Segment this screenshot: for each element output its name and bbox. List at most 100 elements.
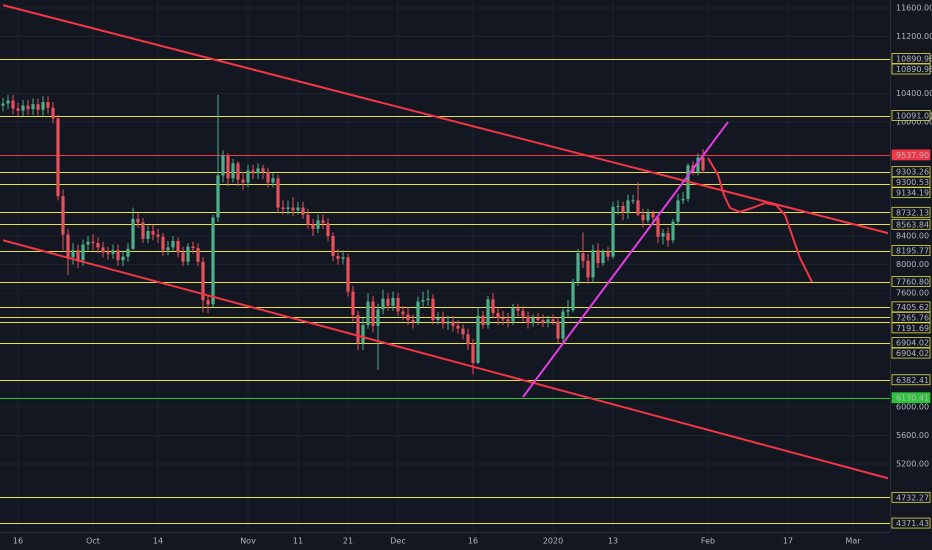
candle-body — [516, 307, 520, 311]
candle-body — [171, 240, 175, 248]
price-label-box — [891, 337, 931, 348]
trend-line — [2, 239, 889, 480]
candle-body — [101, 247, 105, 253]
trend-line — [2, 4, 889, 235]
candle-body — [591, 250, 595, 278]
y-tick-label: 7600.00 — [896, 289, 929, 298]
candle-body — [246, 170, 250, 183]
candle-body — [131, 218, 135, 249]
candle-body — [216, 175, 220, 218]
candle-body — [196, 248, 200, 262]
price-label: 4732.27 — [896, 493, 929, 502]
candle-body — [636, 200, 640, 215]
candle-body — [361, 325, 365, 343]
price-label-box — [891, 301, 931, 313]
candle-body — [616, 206, 620, 208]
price-label-box — [891, 491, 931, 503]
candle-body — [551, 319, 555, 322]
candle-body — [336, 255, 340, 259]
candle-body — [561, 311, 565, 339]
candle-body — [526, 316, 530, 323]
candle-body — [641, 214, 645, 221]
candle-body — [16, 108, 20, 111]
candle-body — [296, 207, 300, 211]
x-tick-label: 21 — [343, 537, 353, 546]
price-label-box — [891, 166, 931, 178]
price-label-box — [891, 63, 931, 75]
candle-body — [416, 301, 420, 323]
candle-body — [61, 196, 65, 235]
x-tick-label: Nov — [240, 537, 256, 546]
candle-body — [401, 311, 405, 315]
y-tick-label: 11200.00 — [896, 32, 932, 41]
x-tick-label: Feb — [701, 537, 715, 546]
candle-body — [261, 168, 265, 172]
price-label: 10890.98 — [896, 55, 932, 64]
candle-body — [356, 315, 360, 343]
candle-body — [271, 178, 275, 183]
price-label-box — [891, 276, 931, 287]
candle-body — [441, 317, 445, 324]
candle-body — [476, 315, 480, 363]
candle-body — [431, 298, 435, 321]
y-tick-label: 10000.00 — [896, 117, 932, 126]
x-tick-label: Dec — [390, 537, 405, 546]
candle-body — [371, 301, 375, 326]
candle-body — [31, 104, 35, 110]
price-label-box — [891, 517, 931, 529]
candle-body — [581, 253, 585, 261]
candle-body — [311, 224, 315, 229]
y-tick-label: 6000.00 — [896, 403, 929, 412]
candle-body — [596, 250, 600, 264]
candle-body — [611, 206, 615, 257]
candle-body — [6, 100, 10, 104]
price-label-box — [891, 311, 931, 323]
candle-body — [11, 100, 15, 109]
candle-body — [546, 319, 550, 323]
candle-body — [521, 310, 525, 317]
candle-body — [446, 321, 450, 324]
candle-body — [666, 233, 670, 241]
x-tick-label: 14 — [153, 537, 163, 546]
x-tick-label: Oct — [86, 537, 100, 546]
candle-body — [456, 325, 460, 329]
candle-body — [71, 250, 75, 258]
candle-body — [126, 248, 130, 257]
candle-body — [496, 312, 500, 318]
price-label: 8195.77 — [896, 247, 929, 256]
candle-body — [276, 178, 280, 208]
candle-body — [301, 207, 305, 215]
candle-body — [631, 200, 635, 202]
candle-body — [366, 301, 370, 326]
candle-body — [386, 298, 390, 306]
candle-body — [226, 155, 230, 179]
candle-body — [166, 247, 170, 251]
candle-body — [511, 307, 515, 322]
candle-body — [191, 246, 195, 249]
candle-body — [556, 321, 560, 339]
price-label: 8732.13 — [896, 208, 929, 217]
price-label-box — [891, 187, 931, 199]
candle-body — [491, 299, 495, 313]
price-label-box — [891, 53, 931, 64]
price-label-box — [891, 149, 931, 161]
candle-body — [341, 257, 345, 259]
candle-body — [676, 200, 680, 222]
candle-body — [451, 321, 455, 326]
candle-body — [426, 298, 430, 301]
candle-body — [266, 171, 270, 183]
y-tick-label: 10400.00 — [896, 89, 932, 98]
x-tick-label: 13 — [608, 537, 618, 546]
candle-body — [91, 241, 95, 244]
candle-body — [141, 222, 145, 239]
candle-body — [576, 253, 580, 282]
candle-body — [471, 344, 475, 363]
candle-body — [461, 328, 465, 335]
candle-body — [76, 250, 80, 261]
price-label-box — [891, 110, 931, 121]
candle-body — [86, 241, 90, 245]
x-tick-label: 11 — [293, 537, 303, 546]
y-tick-label: 11600.00 — [896, 3, 932, 12]
candle-body — [586, 260, 590, 278]
